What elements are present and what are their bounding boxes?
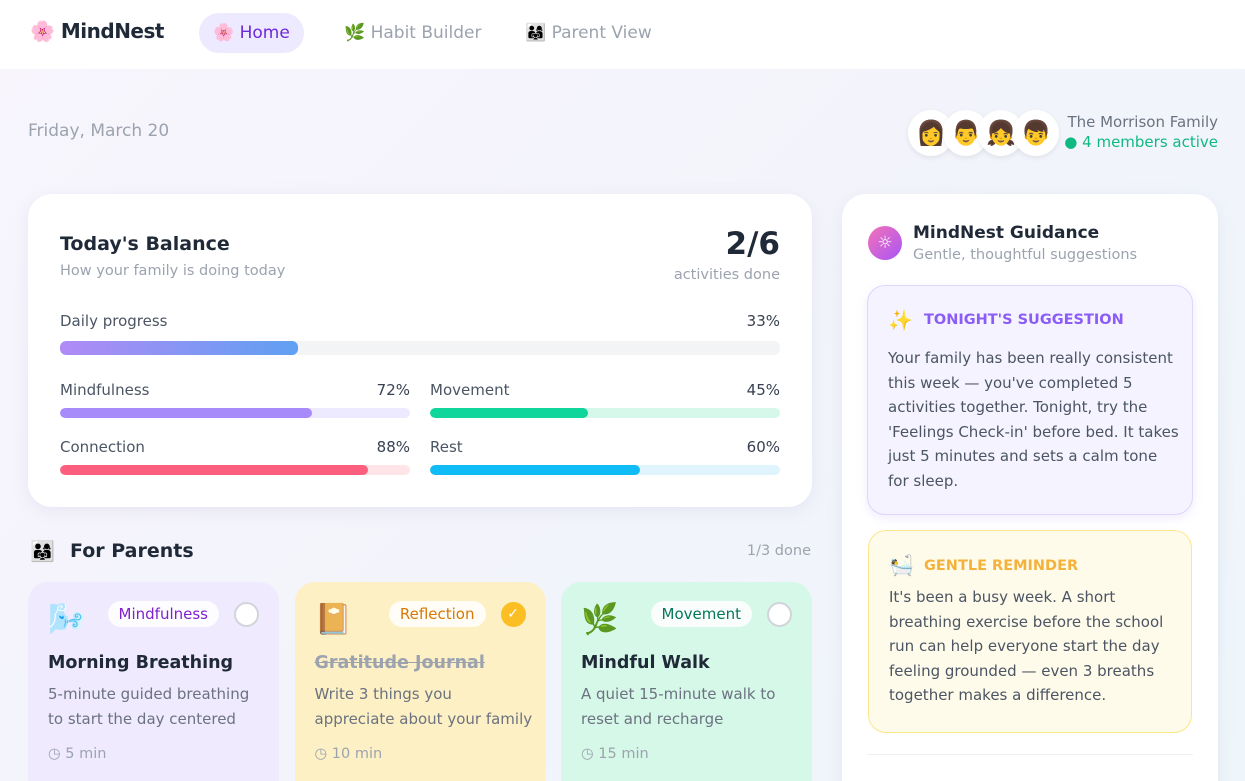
checkbox[interactable] [767, 602, 792, 627]
clock-icon: ◷ [314, 746, 332, 762]
card-subtitle: How your family is doing today [60, 263, 286, 279]
avatar[interactable]: 👦 [1013, 110, 1059, 156]
nav-bar: 🌸 MindNest 🌸 Home 🌿 Habit Builder 👨‍👩‍👧 … [0, 0, 1245, 69]
activity-description: Write 3 things you appreciate about your… [314, 685, 533, 728]
area-label: Rest [430, 438, 463, 456]
activity-tag: Mindfulness [107, 601, 219, 627]
avatar[interactable]: 👧 [978, 110, 1024, 156]
progress-bar [60, 341, 298, 355]
status-dot: ● [1064, 133, 1078, 151]
divider [867, 754, 1193, 755]
brand-icon: 🌸 [30, 19, 55, 43]
section-title: For Parents [70, 540, 194, 562]
activity-tag: Reflection [388, 601, 486, 627]
reminder-text: It's been a busy week. A short breathing… [889, 588, 1164, 705]
nav-tab[interactable]: 🌸 Home [199, 13, 304, 53]
reminder-box: 🛀 GENTLE REMINDER It's been a busy week.… [868, 530, 1192, 733]
area-bar [60, 465, 368, 475]
activity-tag: Movement [650, 601, 752, 627]
guidance-icon: ☼ [868, 226, 902, 260]
nav-tab[interactable]: 🌿 Habit Builder [344, 23, 482, 43]
card-title: Today's Balance [60, 233, 230, 255]
area-track [430, 465, 780, 475]
activity-title: Mindful Walk [581, 653, 710, 673]
date: Friday, March 20 [28, 121, 170, 141]
time-text: 15 min [598, 746, 649, 762]
area-value: 60% [746, 438, 780, 456]
status-text: 4 members active [1082, 133, 1218, 151]
activity-title: Morning Breathing [48, 653, 234, 673]
family-name: The Morrison Family [1067, 113, 1218, 131]
reminder-icon: 🛀 [889, 553, 914, 577]
brand: 🌸 MindNest [30, 19, 164, 43]
tab-label: Home [239, 23, 290, 43]
activity-card[interactable]: 📔 Reflection ✓ Gratitude Journal Write 3 thi… [294, 582, 546, 781]
clock-icon: ◷ [48, 746, 66, 762]
activity-description: 5-minute guided breathing to start the d… [48, 685, 250, 728]
area-bar [430, 408, 588, 418]
area-value: 45% [746, 381, 780, 399]
guidance-title: MindNest Guidance [913, 223, 1100, 243]
area-value: 72% [376, 381, 410, 399]
member-status: ● 4 members active [1064, 133, 1218, 151]
area-label: Movement [430, 381, 510, 399]
area-label: Connection [60, 438, 145, 456]
progress-track [60, 341, 780, 355]
done-count: 2/6 [725, 226, 780, 262]
suggestion-box: ✨ TONIGHT'S SUGGESTION Your family has b… [867, 285, 1193, 515]
area-track [430, 408, 780, 418]
area-value: 88% [376, 438, 410, 456]
checkbox[interactable]: ✓ [500, 602, 526, 627]
activity-card[interactable]: 🌿 Movement Mindful Walk A quiet 15-minute w… [561, 582, 812, 781]
activity-icon: 🌿 [581, 602, 619, 637]
area-track [60, 465, 410, 475]
activity-time: ◷ 5 min [48, 746, 106, 762]
progress-label: Daily progress [60, 312, 168, 330]
activity-time: ◷ 10 min [315, 746, 383, 762]
done-label: activities done [673, 267, 780, 283]
time-text: 5 min [65, 746, 107, 762]
suggestion-text: Your family has been really consistent t… [888, 349, 1179, 490]
activity-icon: 📔 [314, 602, 352, 637]
activity-title: Gratitude Journal [314, 653, 485, 673]
suggestion-icon: ✨ [888, 308, 913, 332]
area-bar [60, 408, 312, 418]
area-track [60, 408, 410, 418]
time-text: 10 min [331, 746, 383, 762]
section-progress: 1/3 done [746, 543, 811, 559]
balance-card: Today's Balance How your family is doing… [28, 194, 812, 507]
checkbox[interactable] [234, 602, 259, 627]
area-bar [430, 465, 640, 475]
clock-icon: ◷ [581, 746, 599, 762]
activity-icon: 🌬️ [48, 602, 86, 637]
activity-card[interactable]: 🌬️ Mindfulness Morning Breathing 5-minute g… [28, 582, 279, 781]
brand-name: MindNest [60, 19, 165, 43]
reminder-heading: GENTLE REMINDER [924, 558, 1079, 574]
nav-tab[interactable]: 👨‍👩‍👧 Parent View [525, 23, 652, 43]
activity-time: ◷ 15 min [581, 746, 649, 762]
area-label: Mindfulness [60, 381, 150, 399]
guidance-subtitle: Gentle, thoughtful suggestions [913, 247, 1138, 263]
progress-value: 33% [746, 312, 780, 330]
suggestion-heading: TONIGHT'S SUGGESTION [924, 312, 1124, 328]
tab-label: Parent View [551, 23, 652, 43]
guidance-panel: ☼ MindNest Guidance Gentle, thoughtful s… [842, 194, 1218, 781]
section-icon: 👨‍👩‍👧 [30, 539, 55, 563]
activity-description: A quiet 15-minute walk to reset and rech… [581, 685, 776, 728]
tab-label: Habit Builder [370, 23, 482, 43]
